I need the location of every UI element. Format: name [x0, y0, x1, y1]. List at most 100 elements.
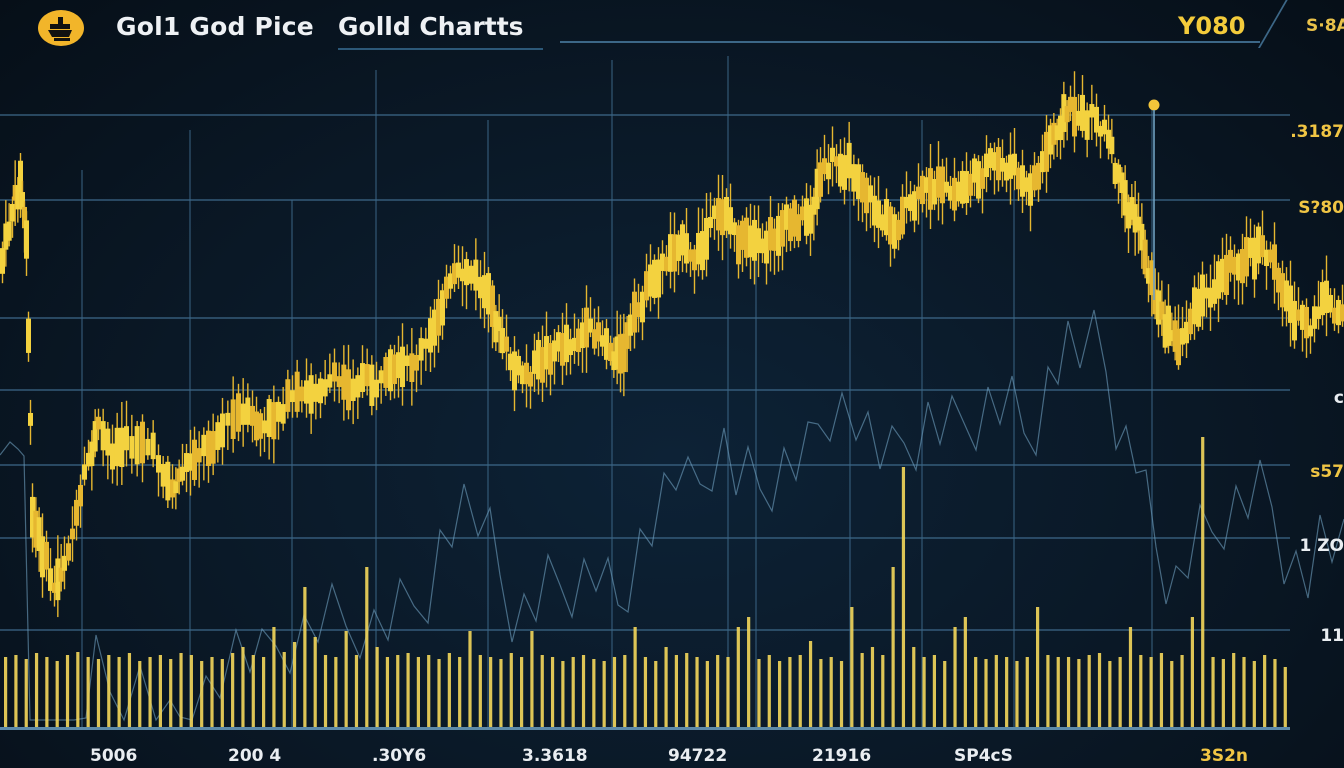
volume-bar: [1077, 659, 1081, 727]
candle-body: [1272, 244, 1277, 280]
candle-body: [341, 364, 347, 400]
candle-body: [254, 411, 259, 441]
candle-body: [752, 219, 757, 261]
candle-body: [409, 353, 415, 382]
candle-body: [632, 291, 637, 333]
candle-body: [760, 238, 765, 254]
candle-body: [383, 356, 389, 388]
candle-body: [640, 291, 645, 323]
volume-bar: [76, 652, 80, 727]
candle-body: [1004, 162, 1009, 181]
candle-body: [796, 214, 801, 241]
candle-body: [1288, 285, 1293, 323]
candle-body: [318, 378, 323, 404]
candle-body: [1232, 256, 1237, 275]
volume-bar: [34, 653, 39, 727]
candle-body: [860, 172, 865, 203]
candle-body: [496, 316, 502, 332]
volume-bar: [633, 627, 637, 727]
candle-body: [660, 253, 665, 271]
candle-body: [1102, 119, 1107, 135]
candle-body: [423, 338, 429, 349]
volume-bar: [1005, 657, 1009, 727]
volume-bar: [158, 655, 162, 727]
candle-body: [180, 466, 185, 481]
candle-body: [1156, 290, 1161, 325]
candle-body: [165, 461, 171, 501]
candle-body: [24, 220, 29, 259]
candle-body: [192, 439, 197, 480]
volume-bar: [726, 657, 730, 727]
volume-bar: [891, 567, 895, 727]
candle-body: [150, 432, 156, 460]
candle-body: [688, 249, 693, 262]
candle-body: [972, 158, 977, 183]
candle-body: [1064, 106, 1070, 123]
candle-body: [1058, 115, 1063, 141]
volume-bar: [179, 653, 183, 727]
volume-bar: [1232, 653, 1236, 727]
candle-body: [846, 142, 852, 179]
header-slant-divider: [1258, 0, 1288, 48]
candle-body: [392, 354, 397, 385]
candle-body: [872, 195, 877, 226]
x-axis-label: 5006: [90, 746, 138, 766]
price-chart[interactable]: [0, 56, 1344, 746]
candle-body: [830, 147, 835, 163]
volume-bar: [705, 661, 709, 727]
candle-body: [1188, 308, 1193, 335]
candle-body: [851, 164, 857, 192]
candle-body: [544, 336, 549, 370]
volume-bar: [200, 661, 204, 727]
tab-gold-charts[interactable]: Golld Chartts: [338, 12, 524, 41]
candle-body: [811, 196, 817, 215]
candle-body: [1196, 288, 1201, 327]
volume-bar: [829, 657, 833, 727]
gold-coin-icon[interactable]: [38, 10, 84, 46]
candle-body: [880, 214, 885, 231]
candle-body: [992, 152, 997, 171]
volume-bar: [499, 659, 503, 727]
candle-body: [44, 541, 49, 570]
candle-body: [418, 338, 424, 361]
volume-bar: [623, 655, 627, 727]
app-title: Gol1 God Pice: [116, 12, 314, 41]
candle-body: [1224, 254, 1229, 295]
candle-body: [220, 413, 225, 448]
volume-bar: [808, 641, 813, 727]
candle-body: [1152, 289, 1158, 315]
volume-bar: [1118, 657, 1122, 727]
candle-body: [1180, 328, 1185, 345]
candle-body: [920, 175, 925, 205]
candle-body: [96, 416, 101, 430]
candle-body: [952, 177, 957, 211]
candle-body: [66, 543, 71, 561]
volume-bar: [1015, 661, 1019, 727]
volume-bar: [1128, 627, 1133, 727]
candle-body: [129, 436, 135, 459]
active-tab-underline: [338, 48, 543, 50]
candle-body: [124, 426, 129, 451]
candle-body: [3, 223, 9, 250]
candle-body: [473, 259, 479, 291]
volume-bar: [1159, 653, 1164, 727]
candle-body: [1169, 330, 1175, 342]
candle-body: [201, 434, 207, 457]
y-axis-label: 1 ZO: [1299, 536, 1344, 556]
candle-body: [556, 332, 561, 352]
volume-bar: [860, 653, 864, 727]
candle-body: [196, 448, 202, 463]
candle-body: [960, 170, 965, 204]
candle-body: [271, 402, 277, 440]
volume-bar: [674, 655, 678, 727]
candle-body: [560, 333, 565, 366]
candle-body: [520, 365, 525, 385]
candle-body: [1000, 157, 1005, 172]
candle-body: [664, 256, 669, 272]
candle-body: [792, 199, 797, 237]
candle-body: [1268, 249, 1273, 263]
volume-bar: [86, 657, 90, 727]
y-axis-label: .3187: [1290, 122, 1344, 142]
volume-bar: [396, 655, 400, 727]
candle-body: [1244, 237, 1249, 277]
